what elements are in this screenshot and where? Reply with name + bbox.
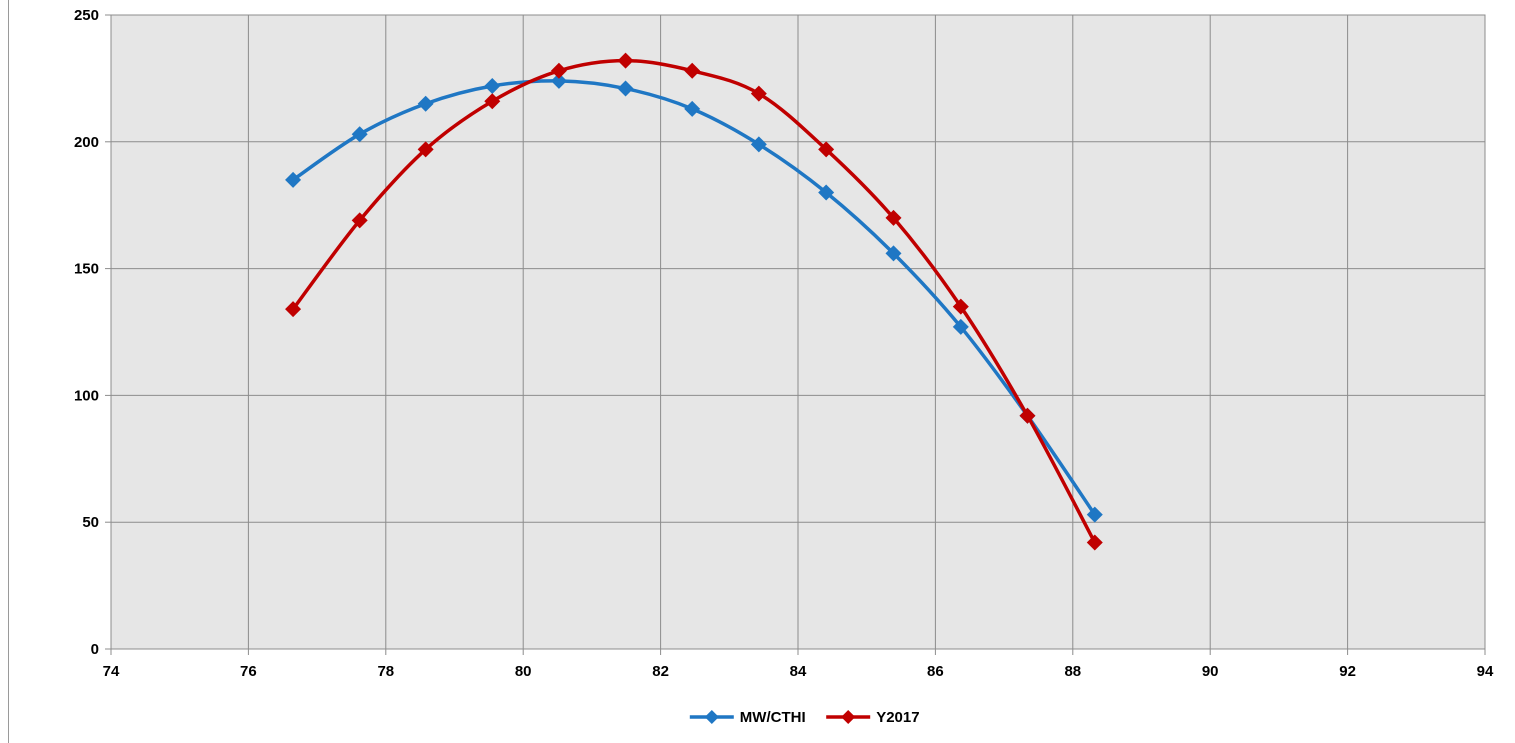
y-tick-label: 100 — [74, 387, 99, 404]
x-tick-label: 80 — [515, 663, 532, 680]
legend: MW/CTHI Y2017 — [689, 709, 920, 726]
legend-label: Y2017 — [876, 709, 919, 726]
data-point — [617, 52, 634, 69]
data-point — [885, 209, 902, 226]
chart-frame — [8, 0, 1515, 743]
series-layer — [285, 52, 1103, 551]
x-tick-label: 76 — [240, 663, 257, 680]
legend-label: MW/CTHI — [740, 709, 806, 726]
x-tick-label: 86 — [927, 663, 944, 680]
data-point — [952, 318, 969, 335]
y-tick-label: 150 — [74, 261, 99, 278]
y-tick-label: 200 — [74, 134, 99, 151]
data-point — [684, 62, 701, 79]
x-tick-label: 84 — [790, 663, 807, 680]
data-point — [417, 141, 434, 158]
x-tick-label: 78 — [377, 663, 394, 680]
data-point — [818, 141, 835, 158]
data-point — [484, 93, 501, 110]
data-point — [285, 301, 302, 318]
y-tick-label: 0 — [91, 641, 99, 658]
series-0 — [285, 72, 1103, 523]
data-point — [550, 72, 567, 89]
axes: 74 76 78 80 82 84 86 88 90 92 94 0 50 100 150 200 250 — [74, 7, 1494, 680]
data-point — [550, 62, 567, 79]
x-tick-label: 74 — [103, 663, 120, 680]
y-tick-label: 50 — [82, 514, 99, 531]
legend-item-1: Y2017 — [826, 709, 920, 726]
legend-swatch-marker — [841, 710, 856, 724]
data-point — [1086, 534, 1103, 551]
data-point — [484, 78, 501, 95]
data-point — [617, 80, 634, 97]
data-point — [417, 95, 434, 112]
plot-border — [110, 14, 1486, 650]
x-tick-label: 94 — [1477, 663, 1494, 680]
x-tick-label: 92 — [1339, 663, 1356, 680]
x-tick-label: 88 — [1064, 663, 1081, 680]
data-point — [818, 184, 835, 201]
data-point — [885, 245, 902, 262]
data-point — [1086, 506, 1103, 523]
data-point — [1019, 407, 1036, 424]
x-tick-label: 82 — [652, 663, 669, 680]
series-1 — [285, 52, 1103, 551]
data-point — [351, 126, 368, 143]
legend-item-0: MW/CTHI — [689, 709, 806, 726]
legend-swatch-marker — [704, 710, 719, 724]
data-point — [952, 298, 969, 315]
data-point — [750, 85, 767, 102]
data-point — [750, 136, 767, 153]
data-point — [684, 100, 701, 117]
x-tick-label: 90 — [1202, 663, 1219, 680]
data-point — [285, 171, 302, 188]
y-tick-label: 250 — [74, 7, 99, 24]
data-point — [351, 212, 368, 229]
